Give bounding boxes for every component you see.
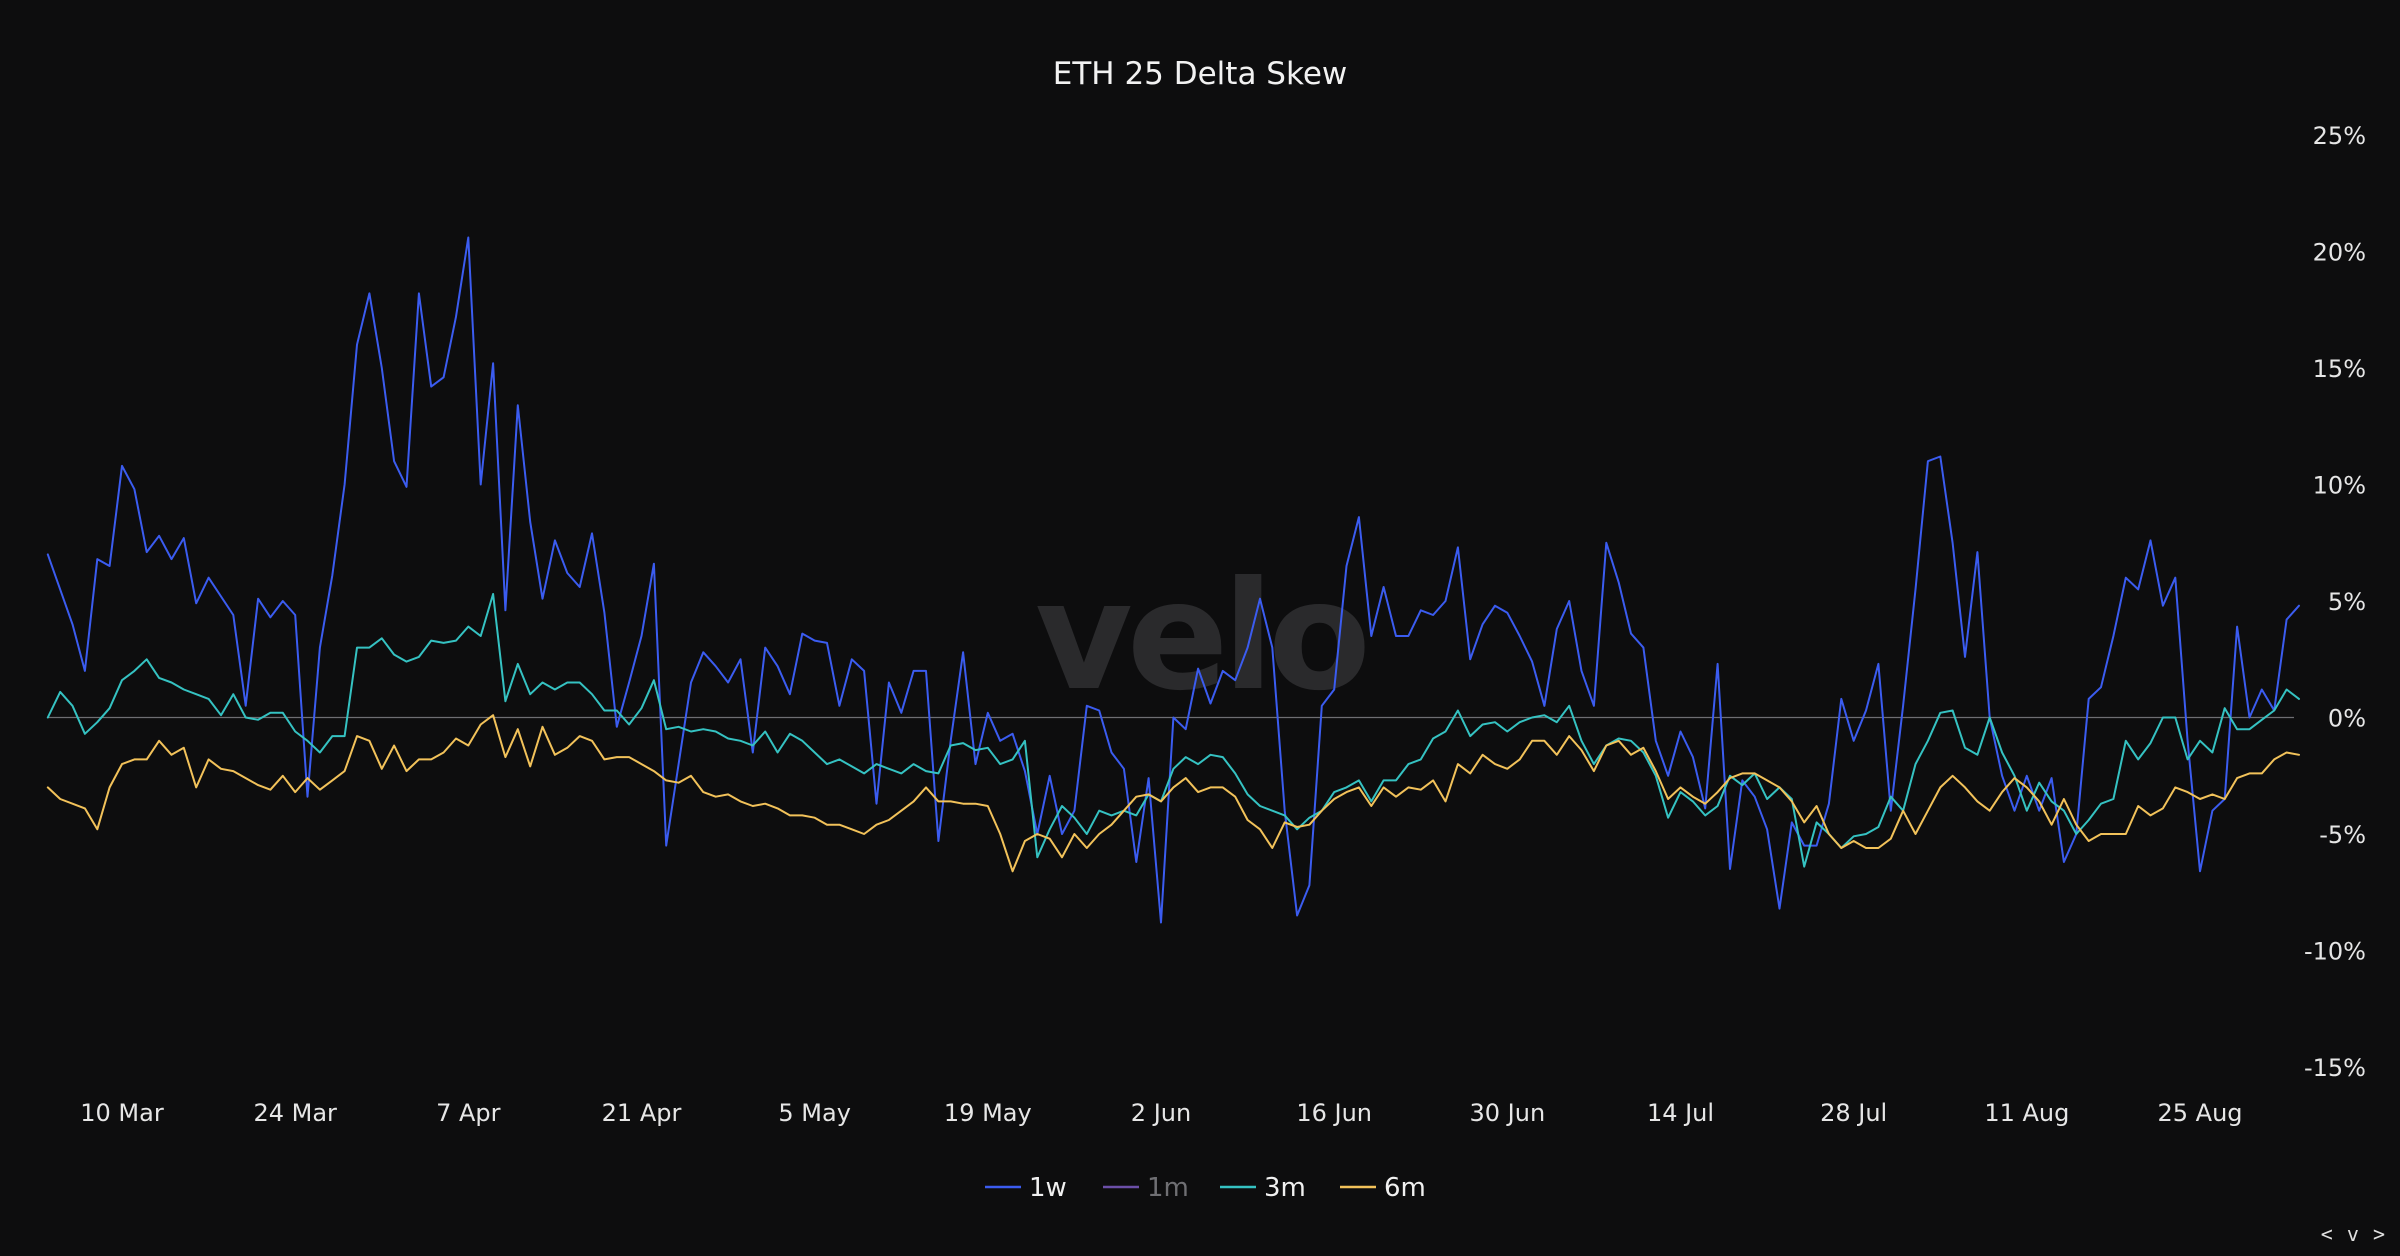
y-tick-label: 10% [2313,472,2366,500]
x-tick-label: 28 Jul [1820,1099,1887,1127]
legend-label-6m: 6m [1384,1173,1426,1203]
x-tick-label: 19 May [944,1099,1032,1127]
x-tick-label: 11 Aug [1984,1099,2069,1127]
axis-layer: 25% 20% 15% 10% 5% 0% -5% -10% -15% 10 Mar 24 Mar 7… [80,122,2366,1127]
x-tick-label: 10 Mar [80,1099,164,1127]
x-tick-label: 7 Apr [436,1099,501,1127]
legend-label-1w: 1w [1029,1173,1067,1203]
legend-item-1w[interactable]: 1w [985,1173,1067,1203]
series-line-3m [46,593,2300,868]
chart-title: ETH 25 Delta Skew [1053,56,1348,92]
series-layer [46,236,2300,924]
y-tick-label: -5% [2319,821,2366,849]
chart-nav-controls[interactable]: < v > [2320,1222,2386,1246]
x-tick-label: 5 May [778,1099,851,1127]
y-tick-label: 25% [2313,122,2366,150]
series-line-6m [46,714,2300,873]
x-tick-label: 16 Jun [1296,1099,1372,1127]
x-tick-label: 24 Mar [253,1099,337,1127]
legend-item-1m[interactable]: 1m [1103,1173,1189,1203]
y-tick-label: 15% [2313,355,2366,383]
x-tick-label: 21 Apr [602,1099,682,1127]
legend-item-3m[interactable]: 3m [1220,1173,1306,1203]
y-tick-label: -10% [2304,938,2366,966]
legend-label-1m: 1m [1147,1173,1189,1203]
x-tick-label: 2 Jun [1131,1099,1191,1127]
watermark-layer: velo [1035,550,1371,724]
y-tick-label: 5% [2328,588,2366,616]
x-tick-label: 14 Jul [1647,1099,1714,1127]
title-layer: ETH 25 Delta Skew [1053,56,1348,92]
legend-layer[interactable]: 1w 1m 3m 6m [985,1173,1426,1203]
x-tick-label: 25 Aug [2157,1099,2242,1127]
y-tick-label: 0% [2328,705,2366,733]
series-line-1w [46,236,2300,924]
legend-label-3m: 3m [1264,1173,1306,1203]
y-tick-label: -15% [2304,1054,2366,1082]
legend-item-6m[interactable]: 6m [1340,1173,1426,1203]
velo-watermark: velo [1035,550,1365,724]
x-tick-label: 30 Jun [1469,1099,1545,1127]
y-tick-label: 20% [2313,239,2366,267]
